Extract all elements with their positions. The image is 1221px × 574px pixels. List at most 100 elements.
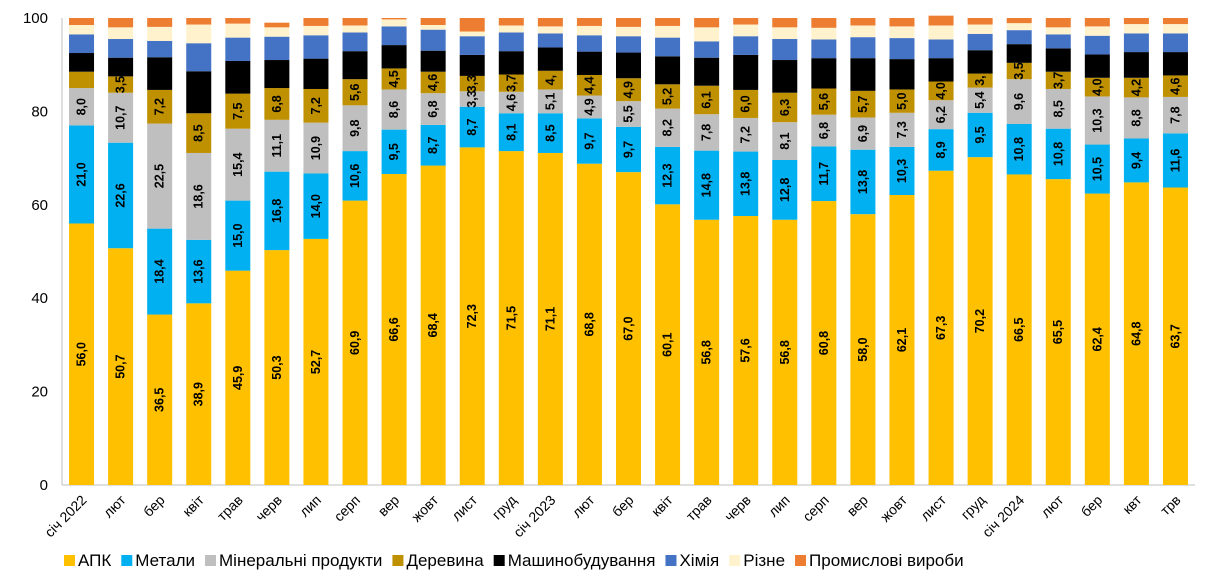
data-label: 14,8 [700, 173, 714, 197]
data-label: 9,6 [1012, 93, 1026, 110]
bar-segment [1045, 128, 1071, 180]
bar-segment [928, 15, 954, 26]
data-label: 60,9 [348, 331, 362, 355]
bar-segment [576, 25, 602, 36]
data-label: 8,8 [1129, 109, 1143, 126]
x-tick-label: лип [765, 492, 793, 520]
x-tick-label: січ 2023 [510, 492, 559, 541]
legend-swatch [665, 555, 677, 566]
data-label: 12,3 [661, 163, 675, 187]
data-label: 10,5 [1090, 157, 1104, 181]
legend-item: Машинобудування [493, 551, 655, 570]
bar-segment [303, 58, 329, 89]
data-label: 58,0 [856, 337, 870, 361]
legend-item: АПК [64, 551, 111, 570]
data-label: 3,5 [1012, 62, 1026, 79]
bar-segment [537, 113, 563, 153]
bar-segment [889, 89, 915, 113]
data-label: 56,0 [75, 342, 89, 366]
bar-segment [498, 51, 524, 75]
bar-segment [147, 57, 173, 90]
data-label: 6,9 [856, 125, 870, 142]
bar-segment [342, 32, 368, 52]
bar-segment [889, 194, 915, 486]
data-label: 9,5 [973, 126, 987, 143]
data-label: 8,0 [75, 98, 89, 115]
bar-segment [264, 22, 290, 28]
bar-segment [186, 71, 212, 114]
bar-segment [459, 18, 485, 32]
y-tick-label: 40 [31, 290, 48, 307]
data-label: 15,4 [231, 152, 245, 176]
bar-segment [889, 146, 915, 195]
data-label: 18,4 [153, 259, 167, 283]
bar-segment [772, 122, 798, 160]
bar-segment [928, 170, 954, 486]
bar-segment [1045, 48, 1071, 72]
bar-segment [655, 56, 681, 85]
data-label: 9,5 [387, 143, 401, 160]
bar-segment [537, 152, 563, 485]
x-tick-label: груд [489, 492, 520, 523]
legend-item: Різне [729, 551, 785, 570]
bar-stack: 60,9 10,6 9,8 5,6 [342, 18, 368, 486]
data-label: 5,7 [856, 95, 870, 112]
legend-swatch [205, 555, 216, 566]
data-label: 8,7 [426, 137, 440, 154]
bar-segment [303, 173, 329, 239]
bar-segment [498, 91, 524, 114]
x-tick-label: трав [683, 492, 715, 524]
bar-segment [147, 228, 173, 315]
data-label: 38,9 [192, 382, 206, 406]
bar-segment [459, 75, 485, 92]
data-label: 50,7 [114, 354, 128, 378]
x-tick-label: бер [609, 492, 637, 520]
data-label: 7,2 [739, 126, 753, 143]
bar-segment [576, 51, 602, 75]
bar-segment [108, 39, 134, 58]
data-label: 9,8 [348, 119, 362, 136]
bar-segment [1006, 174, 1032, 485]
bar-segment [928, 39, 954, 59]
data-label: 21,0 [75, 162, 89, 186]
bar-segment [1123, 33, 1149, 53]
x-tick-label: бер [1078, 492, 1106, 520]
data-label: 10,9 [309, 136, 323, 160]
bar-segment [381, 26, 407, 46]
data-label: 22,5 [153, 164, 167, 188]
x-tick-label: черв [721, 492, 754, 525]
data-label: 4,2 [1129, 79, 1143, 96]
bar-segment [615, 36, 642, 53]
x-tick-label: груд [958, 492, 989, 523]
data-label: 8,5 [1051, 100, 1065, 117]
bar-stack: 64,8 9,4 8,8 4,2 [1123, 18, 1149, 485]
bar-segment [342, 105, 368, 152]
data-label: 6,3 [778, 99, 792, 116]
data-label: 60,1 [661, 332, 675, 356]
legend-item: Мінеральні продукти [205, 551, 382, 570]
bar-segment [264, 36, 290, 61]
x-tick-label: січ 2022 [41, 492, 90, 541]
bar-stack: 45,9 15,0 15,4 7,5 [225, 18, 251, 485]
data-label: 3,3 [465, 90, 479, 107]
bar-segment [928, 81, 954, 101]
bar-segment [225, 270, 251, 485]
bar-segment [850, 214, 876, 485]
data-label: 8,5 [543, 124, 557, 141]
bar-segment [537, 70, 563, 90]
bar-segment [1084, 26, 1110, 36]
data-label: 11,7 [817, 162, 831, 186]
data-label: 5,6 [348, 84, 362, 101]
bar-segment [772, 219, 798, 485]
bar-segment [850, 149, 876, 215]
bar-segment [459, 36, 485, 55]
data-label: 8,9 [934, 141, 948, 158]
bar-segment [108, 27, 134, 40]
bar-segment [615, 126, 642, 173]
data-label: 56,8 [778, 340, 792, 364]
bar-segment [967, 112, 993, 158]
x-tick-label: серп [799, 492, 832, 525]
bar-segment [1123, 182, 1149, 485]
bar-segment [733, 151, 759, 217]
bar-segment [655, 25, 681, 38]
